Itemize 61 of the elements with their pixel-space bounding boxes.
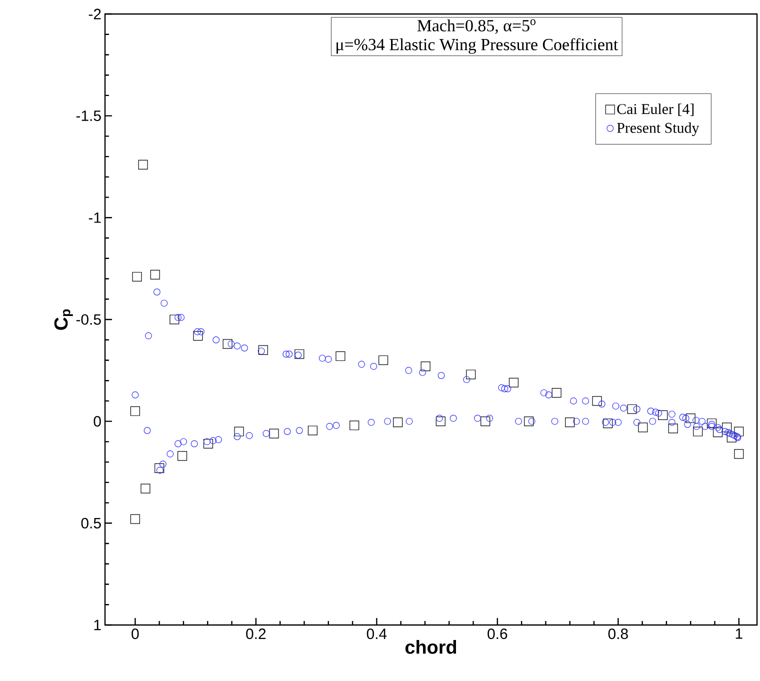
point [734,449,744,459]
point [627,404,637,414]
x-axis-title: chord [405,640,456,654]
point [269,428,279,438]
point [712,428,723,438]
x-tick-label: 0.4 [366,628,387,640]
x-tick-label: 0.2 [246,628,266,640]
x-tick-label: 0.6 [488,628,508,640]
x-tick-label: 0.8 [608,628,628,640]
point [350,420,360,430]
point [603,418,613,428]
point [480,416,490,426]
point [336,351,346,361]
point [308,426,318,436]
y-tick-label: -1 [88,212,101,223]
text: μ=%34 Elastic Wing Pressure Coefficient [336,38,618,54]
point [222,339,232,349]
point [138,160,148,170]
y-tick-label: -0.5 [76,314,101,325]
chart-title: Mach=0.85, α=5$^{o}$ [417,19,536,34]
point [130,406,140,416]
point [170,314,180,324]
y-tick-label: 1 [94,620,101,630]
legend-label: Cai Euler [4] [617,104,694,116]
point [524,416,534,426]
point [234,426,244,436]
point [668,424,678,434]
point [686,413,696,424]
point [638,422,648,432]
point [150,270,160,280]
point [436,416,446,426]
point [693,426,703,436]
point [722,422,732,432]
y-tick-label: 0.5 [81,518,101,528]
y-tick-label: -1.5 [76,110,101,122]
point [420,362,430,372]
point [592,396,602,406]
legend-label: Present Study [617,122,700,136]
point [726,432,736,442]
y-axis-title: C$_{p}$ [54,309,73,330]
point [378,355,388,366]
point [178,451,188,461]
x-tick-label: 0 [132,628,139,640]
point [154,463,164,473]
point [258,345,268,355]
point [203,438,214,449]
y-tick-label: -2 [88,8,101,20]
point [130,514,140,524]
y-tick-label: 0 [94,416,101,427]
point [734,426,744,436]
point [658,410,668,420]
x-tick-label: 1 [736,628,742,639]
point [565,418,575,428]
point [508,378,518,388]
point [552,388,562,398]
point [393,418,403,428]
point [193,331,203,341]
point [132,272,142,282]
point [466,370,476,380]
point [140,484,150,494]
point [294,349,304,359]
